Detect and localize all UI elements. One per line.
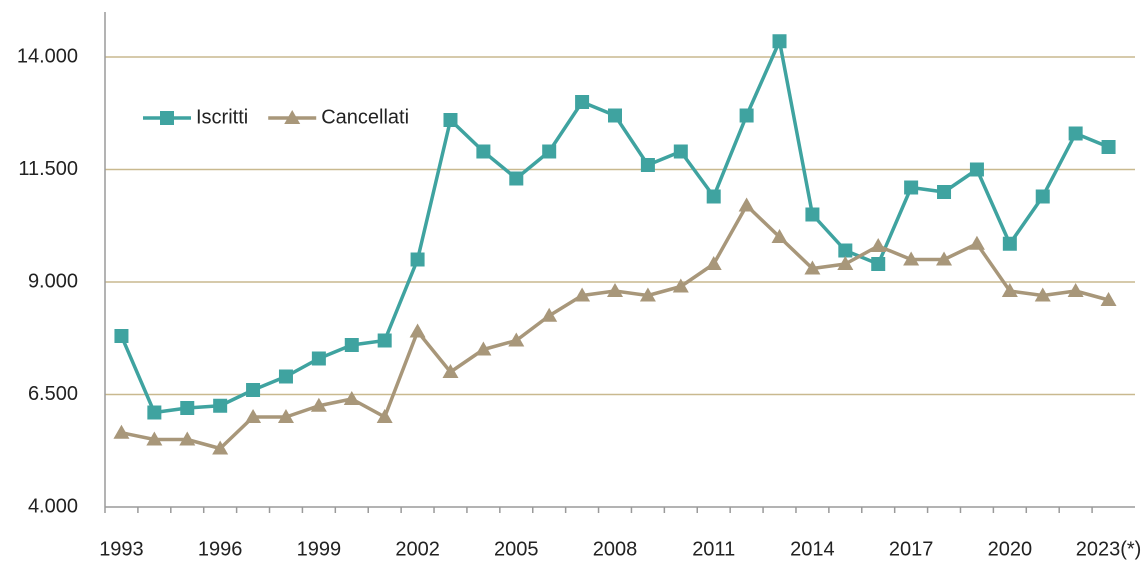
- data-point: [969, 162, 984, 177]
- data-point: [1035, 189, 1050, 204]
- data-point: [937, 185, 952, 199]
- data-point: [1034, 287, 1051, 302]
- data-point: [246, 383, 261, 397]
- data-point: [179, 431, 196, 446]
- data-point: [542, 144, 557, 159]
- x-tick-label: 2002: [395, 538, 440, 560]
- data-point: [443, 113, 458, 127]
- data-point: [277, 409, 294, 423]
- x-tick-label: 1996: [198, 538, 243, 560]
- data-point: [311, 351, 326, 366]
- x-tick-label: 2014: [790, 538, 835, 560]
- data-point: [376, 409, 393, 423]
- data-point: [575, 95, 590, 109]
- y-tick-label: 14.000: [17, 45, 78, 67]
- data-point: [739, 108, 754, 123]
- data-point: [278, 369, 293, 384]
- series-line: [119, 39, 1110, 415]
- data-point: [180, 401, 195, 415]
- data-point: [146, 431, 163, 446]
- data-point: [870, 238, 887, 252]
- data-point: [1068, 126, 1083, 141]
- data-point: [837, 256, 854, 270]
- x-tick-label: 2011: [692, 538, 735, 560]
- data-point: [245, 409, 262, 423]
- x-tick-label: 2020: [988, 538, 1033, 560]
- x-tick-label: 2017: [889, 538, 934, 560]
- data-point: [475, 341, 492, 356]
- data-point: [706, 189, 721, 204]
- data-point: [147, 405, 162, 420]
- data-point: [705, 256, 722, 270]
- data-point: [212, 440, 229, 455]
- y-tick-label: 6.500: [28, 383, 78, 405]
- data-point: [771, 229, 788, 243]
- legend-marker: [160, 111, 174, 125]
- data-point: [410, 252, 425, 267]
- data-point: [903, 251, 920, 266]
- data-point: [738, 197, 755, 212]
- legend-label: Iscritti: [196, 106, 248, 128]
- x-tick-label: 2008: [593, 538, 638, 560]
- data-point: [508, 332, 525, 347]
- data-point: [673, 144, 688, 159]
- data-point: [1100, 292, 1117, 306]
- x-tick-label: 1999: [297, 538, 342, 560]
- x-tick-label: 2023(*): [1076, 538, 1142, 560]
- data-point: [1101, 140, 1116, 154]
- data-point: [640, 158, 655, 172]
- data-point: [409, 323, 426, 338]
- data-point: [904, 180, 919, 195]
- data-point: [608, 108, 622, 123]
- data-point: [213, 398, 228, 413]
- series-line: [121, 203, 1110, 451]
- x-tick-label: 1993: [99, 538, 144, 560]
- data-point: [114, 329, 129, 343]
- x-tick-label: 2005: [494, 538, 539, 560]
- data-point: [442, 364, 459, 378]
- legend-marker: [284, 110, 301, 124]
- data-point: [607, 283, 623, 297]
- data-point: [310, 397, 327, 412]
- data-point: [509, 171, 524, 186]
- y-tick-label: 9.000: [28, 270, 78, 292]
- data-point: [377, 333, 392, 348]
- data-point: [936, 251, 953, 266]
- data-point: [1001, 283, 1018, 297]
- data-point: [541, 307, 558, 322]
- data-point: [343, 391, 360, 405]
- y-tick-label: 11.500: [18, 158, 78, 180]
- data-point: [968, 235, 985, 250]
- data-point: [1067, 283, 1084, 297]
- data-point: [804, 260, 821, 275]
- legend-label: Cancellati: [321, 106, 409, 128]
- data-point: [574, 287, 591, 302]
- data-point: [639, 287, 656, 302]
- y-tick-label: 4.000: [28, 495, 78, 517]
- data-point: [476, 144, 491, 159]
- data-point: [772, 34, 787, 49]
- data-point: [838, 243, 853, 258]
- data-point: [344, 338, 359, 352]
- data-point: [113, 424, 130, 439]
- data-point: [871, 257, 886, 271]
- data-point: [805, 207, 820, 222]
- data-point: [1002, 236, 1017, 251]
- data-point: [672, 278, 689, 293]
